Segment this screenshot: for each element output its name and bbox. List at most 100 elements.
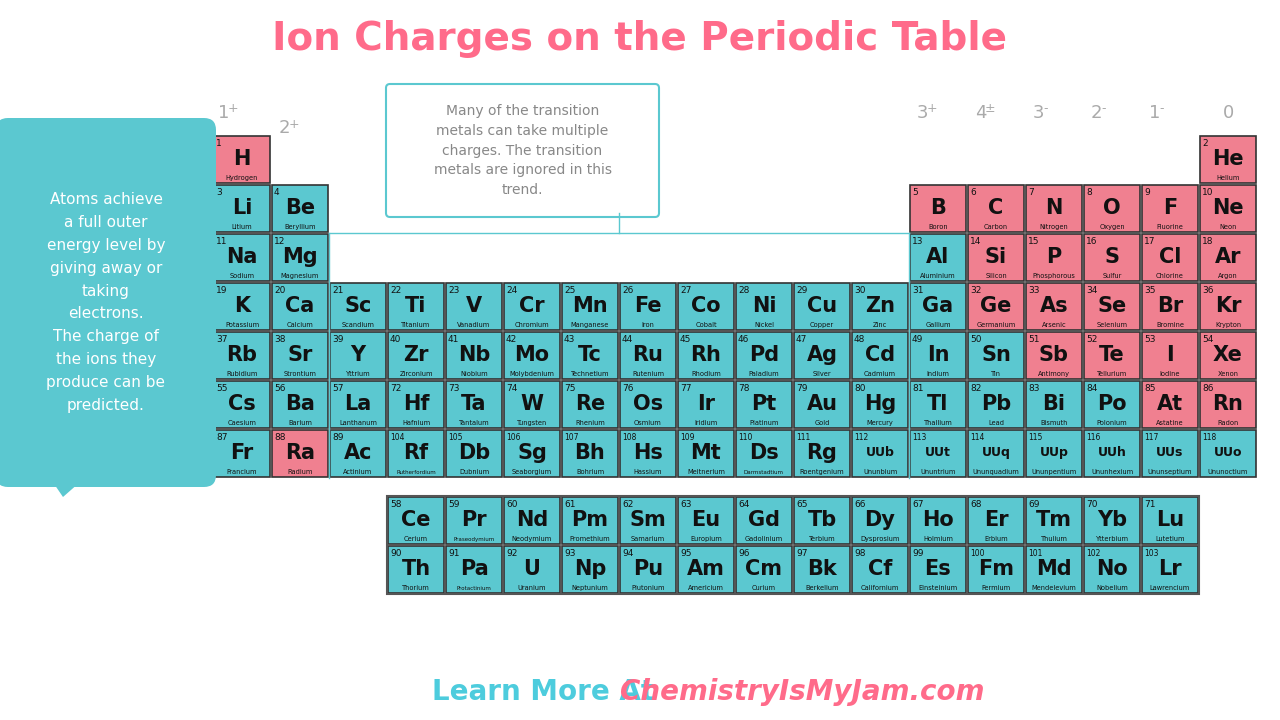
Text: Ba: Ba	[285, 394, 315, 413]
FancyBboxPatch shape	[1201, 381, 1256, 428]
Text: Na: Na	[227, 246, 257, 266]
Text: Germanium: Germanium	[977, 322, 1015, 328]
Text: 106: 106	[506, 433, 521, 442]
Text: Darmstadtium: Darmstadtium	[744, 470, 783, 475]
Text: Ho: Ho	[922, 510, 954, 529]
Text: Osmium: Osmium	[634, 420, 662, 426]
Text: Copper: Copper	[810, 322, 835, 328]
FancyBboxPatch shape	[794, 381, 850, 428]
Text: -: -	[1101, 102, 1106, 115]
FancyBboxPatch shape	[504, 546, 561, 593]
Text: 100: 100	[970, 549, 984, 558]
Text: Silver: Silver	[813, 371, 831, 377]
Text: 90: 90	[390, 549, 402, 558]
FancyBboxPatch shape	[273, 430, 328, 477]
FancyBboxPatch shape	[1201, 283, 1256, 330]
Text: UUp: UUp	[1039, 446, 1069, 459]
Text: 46: 46	[739, 335, 749, 344]
Text: Ti: Ti	[406, 295, 426, 315]
Text: Rn: Rn	[1212, 394, 1243, 413]
Text: 39: 39	[332, 335, 343, 344]
FancyBboxPatch shape	[445, 332, 502, 379]
FancyBboxPatch shape	[620, 546, 676, 593]
FancyBboxPatch shape	[736, 546, 792, 593]
Text: Gold: Gold	[814, 420, 829, 426]
Text: Be: Be	[285, 197, 315, 217]
Text: Carbon: Carbon	[984, 224, 1009, 230]
Text: Yb: Yb	[1097, 510, 1128, 529]
Text: Tb: Tb	[808, 510, 837, 529]
FancyBboxPatch shape	[1084, 546, 1140, 593]
Text: 70: 70	[1085, 500, 1097, 509]
FancyBboxPatch shape	[1084, 234, 1140, 281]
Text: 74: 74	[506, 384, 517, 393]
FancyBboxPatch shape	[1084, 430, 1140, 477]
Text: Ds: Ds	[749, 443, 778, 462]
Text: Molybdenium: Molybdenium	[509, 371, 554, 377]
Text: Te: Te	[1100, 344, 1125, 364]
Text: 94: 94	[622, 549, 634, 558]
Text: Pb: Pb	[980, 394, 1011, 413]
Text: Cu: Cu	[806, 295, 837, 315]
Text: 23: 23	[448, 286, 460, 295]
Text: 66: 66	[854, 500, 865, 509]
Text: -: -	[1043, 102, 1047, 115]
Text: Pu: Pu	[632, 559, 663, 579]
FancyBboxPatch shape	[620, 430, 676, 477]
Text: La: La	[344, 394, 371, 413]
Text: 44: 44	[622, 335, 634, 344]
Text: Uranium: Uranium	[517, 585, 547, 591]
FancyBboxPatch shape	[1142, 283, 1198, 330]
Text: Learn More At: Learn More At	[433, 678, 664, 706]
Text: Ru: Ru	[632, 344, 663, 364]
Text: Ion Charges on the Periodic Table: Ion Charges on the Periodic Table	[273, 20, 1007, 58]
Text: Co: Co	[691, 295, 721, 315]
Text: 16: 16	[1085, 237, 1097, 246]
Text: Helium: Helium	[1216, 175, 1240, 181]
Text: 109: 109	[680, 433, 695, 442]
Text: Nd: Nd	[516, 510, 548, 529]
Text: 117: 117	[1144, 433, 1158, 442]
Text: Sodium: Sodium	[229, 273, 255, 279]
FancyBboxPatch shape	[1084, 332, 1140, 379]
Text: 92: 92	[506, 549, 517, 558]
FancyBboxPatch shape	[1027, 546, 1082, 593]
FancyBboxPatch shape	[214, 381, 270, 428]
Text: Hydrogen: Hydrogen	[225, 175, 259, 181]
FancyBboxPatch shape	[214, 136, 270, 183]
Text: Paladium: Paladium	[749, 371, 780, 377]
Text: 3: 3	[1033, 104, 1044, 122]
Text: Tc: Tc	[579, 344, 602, 364]
Text: Sg: Sg	[517, 443, 547, 462]
Text: Roentgenium: Roentgenium	[800, 469, 845, 475]
Text: Dy: Dy	[864, 510, 896, 529]
Text: 71: 71	[1144, 500, 1156, 509]
FancyBboxPatch shape	[910, 234, 966, 281]
Text: 48: 48	[854, 335, 865, 344]
Text: S: S	[1105, 246, 1120, 266]
Text: Erbium: Erbium	[984, 536, 1007, 542]
Text: 91: 91	[448, 549, 460, 558]
Text: Hafnium: Hafnium	[402, 420, 430, 426]
Text: Arsenic: Arsenic	[1042, 322, 1066, 328]
FancyBboxPatch shape	[678, 430, 733, 477]
Text: Fermium: Fermium	[982, 585, 1011, 591]
Text: N: N	[1046, 197, 1062, 217]
FancyBboxPatch shape	[1027, 497, 1082, 544]
Text: Ga: Ga	[923, 295, 954, 315]
Text: Lutetium: Lutetium	[1156, 536, 1185, 542]
FancyBboxPatch shape	[388, 546, 444, 593]
Text: Ac: Ac	[344, 443, 372, 462]
Text: UUq: UUq	[982, 446, 1010, 459]
Text: Boron: Boron	[928, 224, 947, 230]
Text: 78: 78	[739, 384, 750, 393]
FancyBboxPatch shape	[852, 381, 908, 428]
FancyBboxPatch shape	[214, 283, 270, 330]
FancyBboxPatch shape	[504, 381, 561, 428]
FancyBboxPatch shape	[388, 283, 444, 330]
FancyBboxPatch shape	[273, 332, 328, 379]
Text: 2: 2	[1091, 104, 1102, 122]
Text: Promethium: Promethium	[570, 536, 611, 542]
Bar	[387, 496, 1199, 594]
Polygon shape	[49, 475, 88, 497]
